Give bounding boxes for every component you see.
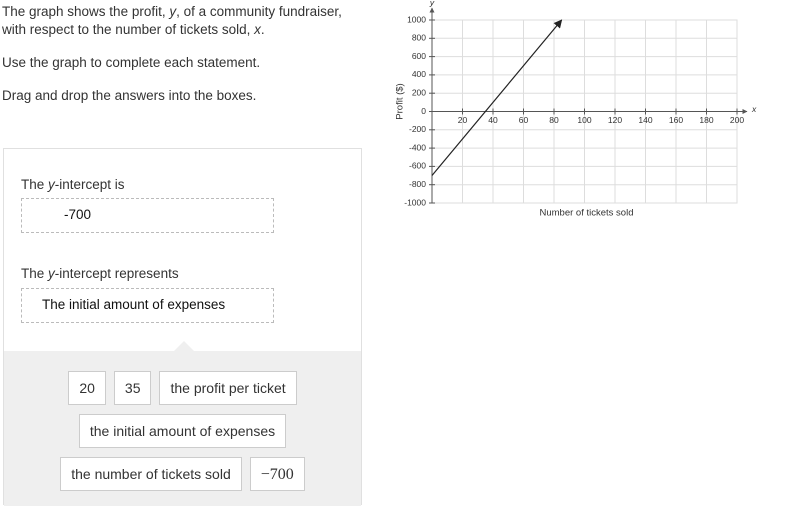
x-tick-label: 20	[458, 115, 468, 125]
x-tick-label: 120	[608, 115, 622, 125]
answer-chip[interactable]: the number of tickets sold	[60, 457, 242, 491]
x-axis-label: Number of tickets sold	[540, 208, 634, 219]
axis-name: x	[751, 104, 757, 114]
answer-chip[interactable]: the profit per ticket	[159, 371, 297, 405]
y-tick-label: 600	[412, 51, 426, 61]
text: The	[21, 266, 49, 281]
text: , of a community fundraiser, with respec…	[2, 4, 342, 37]
text: -intercept is	[54, 177, 125, 192]
x-tick-label: 40	[488, 115, 498, 125]
text: The graph shows the profit,	[2, 4, 170, 19]
answer-chip[interactable]: −700	[249, 457, 305, 491]
y-tick-label: -400	[409, 142, 426, 152]
answer-tray: 20 35 the profit per ticket the initial amo…	[4, 341, 361, 506]
instruction: Drag and drop the answers into the boxes…	[2, 88, 257, 103]
text: -intercept represents	[54, 266, 179, 281]
choice-row: 20 35 the profit per ticket	[4, 371, 361, 405]
intro-text: The graph shows the profit, y, of a comm…	[2, 3, 362, 39]
y-tick-label: 1000	[407, 14, 426, 24]
drop-box[interactable]: The initial amount of expenses	[21, 288, 274, 323]
graph: 20 40 60 80 100 120 140 160 180 200 -1000 -800 -600 -…	[395, 0, 757, 219]
text: .	[260, 22, 265, 37]
text: y	[169, 4, 177, 19]
notch	[174, 341, 194, 351]
prompt: The y-intercept is	[21, 177, 125, 192]
text: The	[21, 177, 49, 192]
choice-row: the number of tickets sold −700	[4, 457, 361, 491]
text: y	[48, 266, 55, 281]
x-tick-label: 160	[669, 115, 683, 125]
answer-chip[interactable]: 20	[68, 371, 106, 405]
y-tick-label: 400	[412, 69, 426, 79]
y-axis-label: Profit ($)	[395, 83, 406, 119]
y-tick-label: 200	[412, 87, 426, 97]
x-tick-label: 80	[549, 115, 559, 125]
y-tick-label: 800	[412, 33, 426, 43]
text: x	[254, 22, 261, 37]
y-tick-label: -800	[409, 179, 426, 189]
x-tick-label: 140	[638, 115, 652, 125]
question-panel: The y-intercept is -700 The y-intercept …	[3, 148, 362, 506]
x-tick-label: 200	[730, 115, 744, 125]
axis-name: y	[429, 0, 435, 7]
y-tick-label: -600	[409, 161, 426, 171]
data-line	[431, 19, 563, 176]
y-tick-label: 0	[421, 106, 426, 116]
x-tick-label: 180	[699, 115, 713, 125]
x-tick-label: 60	[519, 115, 529, 125]
prompt: The y-intercept represents	[21, 266, 179, 281]
answer-chip[interactable]: the initial amount of expenses	[78, 414, 287, 448]
y-tick-label: -200	[409, 124, 426, 134]
text: y	[48, 177, 55, 192]
drop-box[interactable]: -700	[21, 198, 274, 233]
instruction: Use the graph to complete each statement…	[2, 55, 261, 70]
choice-row: the initial amount of expenses	[4, 414, 361, 448]
answer-chip[interactable]: 35	[113, 371, 152, 405]
x-tick-label: 100	[577, 115, 591, 125]
y-tick-label: -1000	[404, 197, 426, 207]
